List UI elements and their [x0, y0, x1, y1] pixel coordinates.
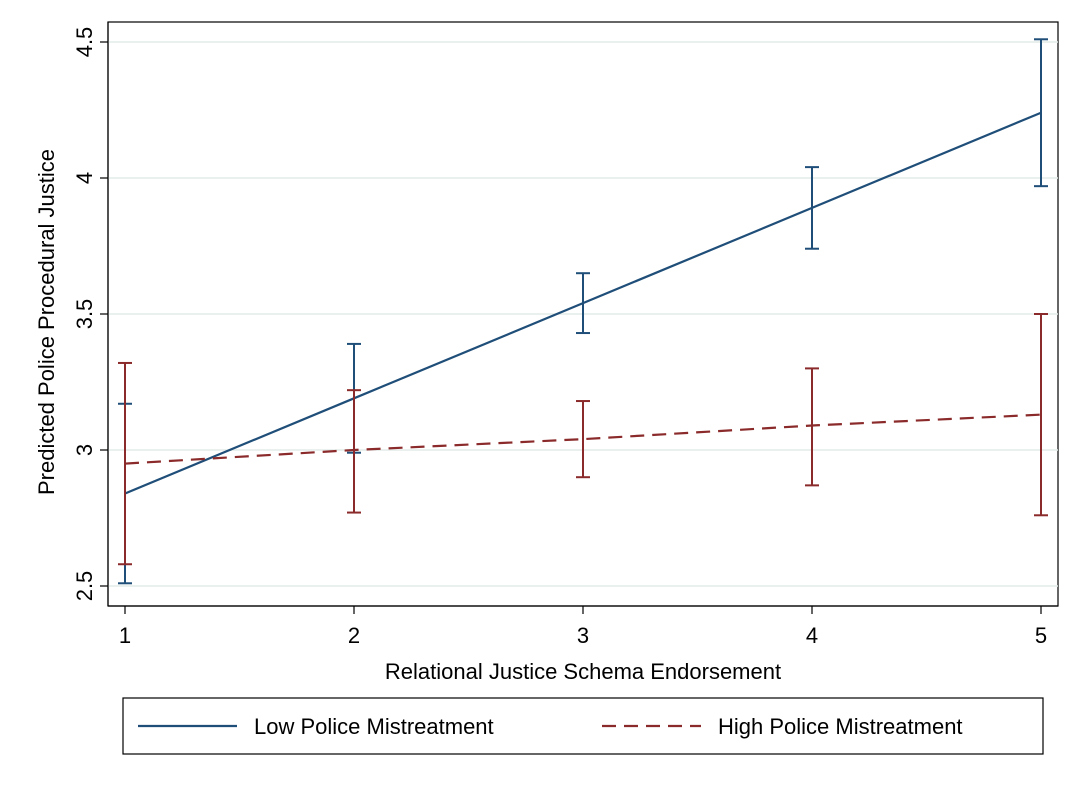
- legend-box: [122, 697, 1044, 755]
- legend-label-low-mistreatment: Low Police Mistreatment: [254, 714, 494, 739]
- x-tick-label-3: 4: [806, 623, 818, 648]
- x-axis-title: Relational Justice Schema Endorsement: [385, 659, 781, 684]
- y-tick-label-4: 4.5: [72, 27, 97, 58]
- x-tick-label-4: 5: [1035, 623, 1047, 648]
- y-axis-title: Predicted Police Procedural Justice: [34, 149, 59, 495]
- series-0: [118, 38, 1048, 585]
- x-tick-label-2: 3: [577, 623, 589, 648]
- series-1: [118, 313, 1048, 566]
- x-tick-label-1: 2: [348, 623, 360, 648]
- y-tick-label-2: 3.5: [72, 299, 97, 330]
- legend-label-high-mistreatment: High Police Mistreatment: [718, 714, 963, 739]
- series-layer: [118, 38, 1048, 585]
- ticks: 2.5 3 3.5 4 4.5 1 2 3 4 5: [72, 27, 1047, 648]
- y-tick-label-3: 4: [72, 172, 97, 184]
- y-tick-label-1: 3: [72, 444, 97, 456]
- y-tick-label-0: 2.5: [72, 571, 97, 602]
- legend: Low Police Mistreatment High Police Mist…: [122, 697, 1044, 755]
- series-line-0: [124, 111, 1042, 495]
- x-tick-label-0: 1: [119, 623, 131, 648]
